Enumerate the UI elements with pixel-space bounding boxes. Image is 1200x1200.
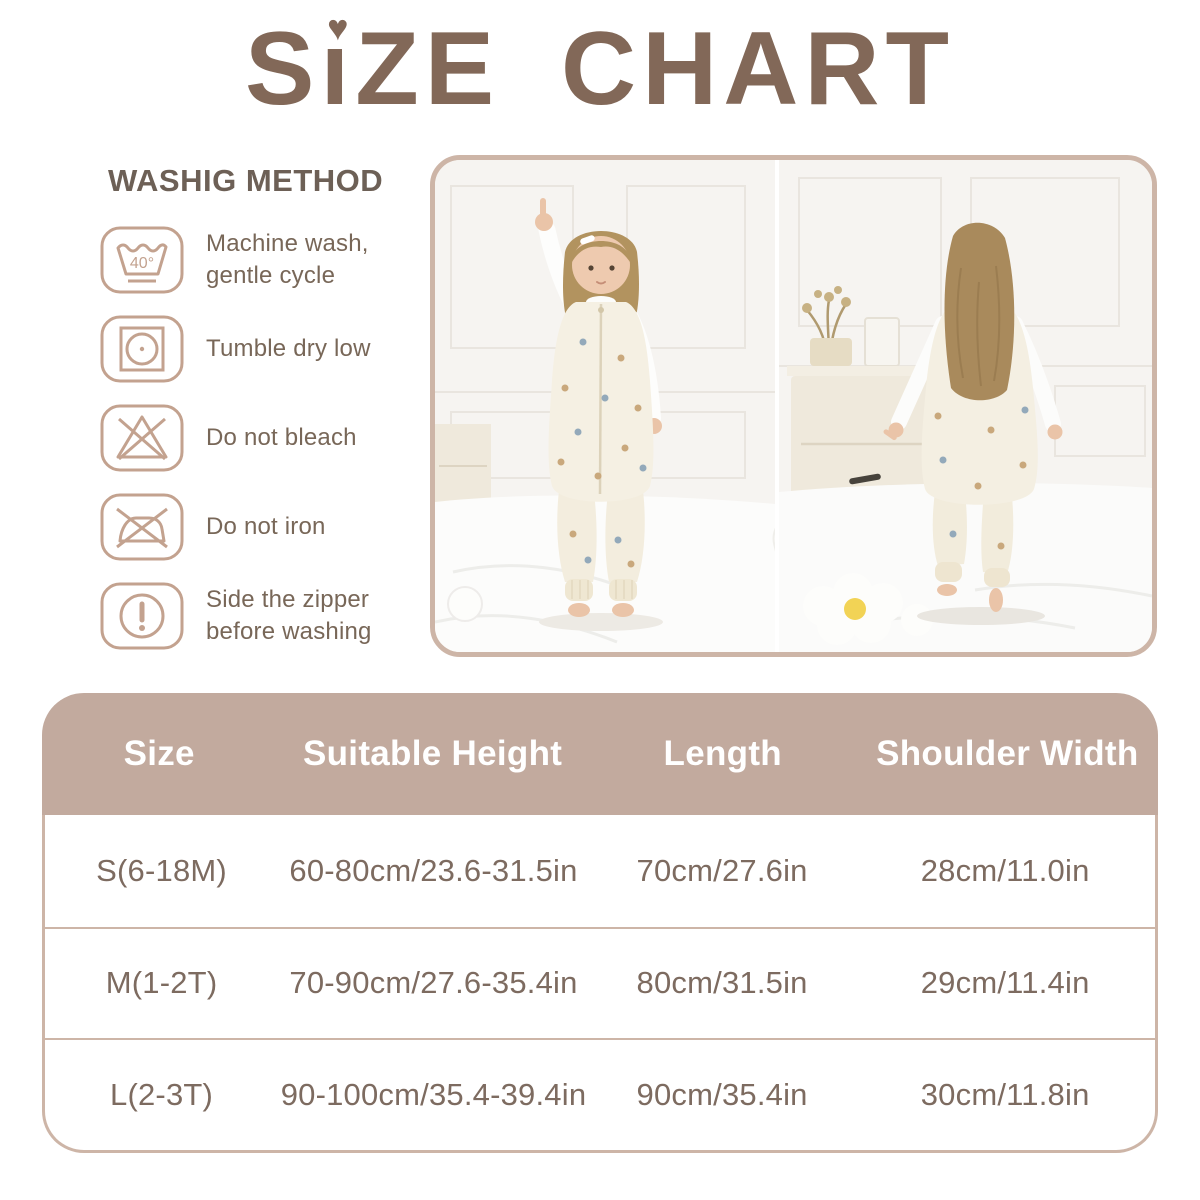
flower-plush	[803, 573, 903, 645]
zipper-warning-icon	[100, 582, 184, 650]
table-row-size-s: S(6-18M) 60-80cm/23.6-31.5in 70cm/27.6in…	[45, 815, 1155, 927]
photo-seam	[775, 160, 779, 652]
table-row-size-m: M(1-2T) 70-90cm/27.6-35.4in 80cm/31.5in …	[45, 926, 1155, 1039]
product-photo	[430, 155, 1157, 657]
cell-suitable-height: 60-80cm/23.6-31.5in	[289, 852, 578, 888]
cell-size: S(6-18M)	[96, 852, 227, 888]
product-photo-illustration	[435, 160, 1152, 652]
do-not-iron-icon	[100, 493, 184, 561]
cell-suitable-height: 90-100cm/35.4-39.4in	[280, 1077, 587, 1113]
washing-item-label: Do not iron	[206, 512, 326, 540]
child-back-view-figure	[883, 222, 1063, 625]
washing-item-do-not-bleach: Do not bleach	[100, 404, 430, 472]
washing-instruction-list: 40° Machine wash, gentle cycle Tumble dr…	[100, 226, 430, 650]
page-header: S ♥ ıZE CHART	[0, 6, 1200, 133]
sack-print-dots	[934, 406, 1029, 550]
title-dotless-i: ı	[320, 11, 356, 127]
column-header-suitable-height: Suitable Height	[302, 734, 563, 773]
tumble-dry-icon	[100, 315, 184, 383]
cell-shoulder-width: 29cm/11.4in	[920, 965, 1090, 1001]
cell-shoulder-width: 30cm/11.8in	[920, 1077, 1090, 1113]
washing-method-heading: WASHIG METHOD	[108, 163, 384, 198]
child-front-view-figure	[535, 198, 663, 631]
plant-leaves	[802, 286, 851, 313]
title-part1: S	[244, 11, 321, 127]
column-header-length: Length	[663, 734, 782, 773]
washing-item-machine-wash: 40° Machine wash, gentle cycle	[100, 226, 430, 294]
face	[572, 236, 630, 294]
cell-length: 90cm/35.4in	[636, 1077, 808, 1113]
washing-item-label: Machine wash, gentle cycle	[206, 229, 369, 289]
heart-icon: ♥	[327, 7, 349, 48]
do-not-bleach-icon	[100, 404, 184, 472]
bed-sheets	[435, 483, 1152, 652]
title-letter-i: ♥ ı	[320, 6, 355, 133]
page-title: S ♥ ıZE CHART	[0, 6, 1200, 133]
size-table: Size Suitable Height Length Shoulder Wid…	[42, 693, 1158, 1153]
washing-item-label: Tumble dry low	[206, 334, 371, 362]
machine-wash-40-icon: 40°	[100, 226, 184, 294]
washing-method-section: WASHIG METHOD 40° Machine wash, gentle c…	[100, 163, 430, 650]
cell-size: L(2-3T)	[110, 1077, 214, 1113]
size-table-header: Size Suitable Height Length Shoulder Wid…	[42, 693, 1158, 815]
table-row-size-l: L(2-3T) 90-100cm/35.4-39.4in 90cm/35.4in…	[45, 1038, 1155, 1150]
hair-clip	[580, 235, 595, 245]
column-header-shoulder-width: Shoulder Width	[876, 734, 1139, 773]
title-part2: ZE CHART	[355, 11, 956, 127]
sack-print-dots	[557, 338, 647, 568]
zipper	[598, 303, 603, 495]
cell-length: 70cm/27.6in	[636, 852, 808, 888]
washing-item-do-not-iron: Do not iron	[100, 493, 430, 561]
washing-item-label: Do not bleach	[206, 423, 357, 451]
svg-text:40°: 40°	[130, 255, 154, 272]
washing-item-tumble-dry: Tumble dry low	[100, 315, 430, 383]
cell-suitable-height: 70-90cm/27.6-35.4in	[289, 965, 578, 1001]
size-table-body: S(6-18M) 60-80cm/23.6-31.5in 70cm/27.6in…	[42, 815, 1158, 1153]
washing-item-zipper-warning: Side the zipper before washing	[100, 582, 430, 650]
drawer-handle	[849, 473, 881, 485]
cell-length: 80cm/31.5in	[636, 965, 808, 1001]
cell-shoulder-width: 28cm/11.0in	[920, 852, 1090, 888]
washing-item-label: Side the zipper before washing	[206, 585, 372, 645]
column-header-size: Size	[123, 734, 195, 773]
cell-size: M(1-2T)	[105, 965, 218, 1001]
